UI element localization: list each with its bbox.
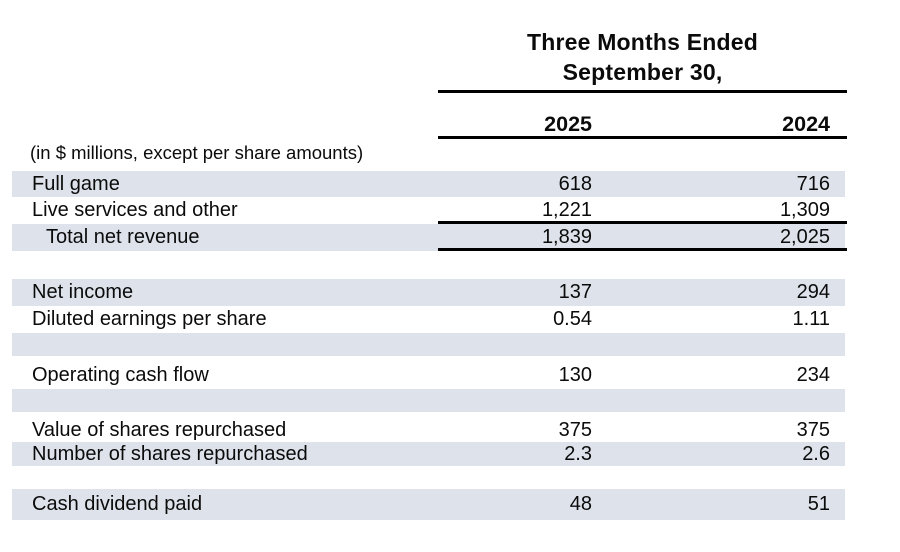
value-2024: 375 (796, 418, 830, 441)
value-2025: 0.54 (553, 308, 592, 330)
spacer-row-shaded (12, 389, 845, 412)
spacer-row (12, 251, 845, 279)
table-row-live-services: Live services and other 1,221 1,309 (12, 197, 847, 224)
table-row-diluted-eps: Diluted earnings per share 0.54 1.11 (12, 306, 845, 333)
subtotal-rule (438, 221, 847, 224)
value-2025: 137 (558, 281, 592, 303)
period-title-line2: September 30, (562, 59, 723, 85)
value-2024: 51 (807, 493, 830, 515)
value-2024: 1.11 (792, 308, 830, 330)
units-note: (in $ millions, except per share amounts… (30, 142, 364, 163)
header-rule (438, 90, 847, 93)
row-label: Net income (32, 281, 134, 303)
value-2025: 1,221 (541, 199, 592, 221)
row-label: Number of shares repurchased (32, 442, 308, 465)
value-2024: 234 (796, 364, 830, 386)
columns-rule (438, 136, 847, 139)
row-label: Full game (32, 172, 120, 195)
table-row-operating-cash-flow: Operating cash flow 130 234 (12, 362, 845, 389)
spacer-row (12, 466, 845, 489)
value-2025: 375 (558, 418, 592, 441)
row-label: Cash dividend paid (32, 493, 203, 515)
table-row-total-net-revenue: Total net revenue 1,839 2,025 (12, 224, 847, 251)
period-title-line1: Three Months Ended (526, 29, 759, 55)
row-label: Total net revenue (46, 226, 200, 248)
column-header-2024: 2024 (782, 112, 830, 136)
value-2025: 1,839 (541, 226, 592, 248)
row-label: Diluted earnings per share (32, 308, 267, 330)
value-2024: 716 (796, 172, 830, 195)
table-body: Full game 618 716 Live services and othe… (12, 171, 847, 520)
row-label: Live services and other (32, 199, 238, 221)
value-2024: 2.6 (802, 442, 830, 465)
row-label: Operating cash flow (32, 364, 209, 386)
row-label: Value of shares repurchased (32, 418, 287, 441)
spacer-row-shaded (12, 333, 845, 356)
table-row-full-game: Full game 618 716 (12, 171, 845, 197)
column-header-2025: 2025 (544, 112, 592, 136)
value-2024: 1,309 (779, 199, 830, 221)
table-row-number-shares-repurchased: Number of shares repurchased 2.3 2.6 (12, 442, 845, 466)
value-2024: 294 (796, 281, 830, 303)
table-row-value-shares-repurchased: Value of shares repurchased 375 375 (12, 418, 845, 442)
value-2025: 2.3 (564, 442, 592, 465)
value-2025: 130 (558, 364, 592, 386)
value-2025: 48 (569, 493, 592, 515)
total-rule (438, 248, 847, 251)
value-2024: 2,025 (779, 226, 830, 248)
table-row-net-income: Net income 137 294 (12, 279, 845, 306)
value-2025: 618 (558, 172, 592, 195)
period-title: Three Months Ended September 30, (438, 27, 847, 87)
table-row-cash-dividend-paid: Cash dividend paid 48 51 (12, 489, 845, 520)
